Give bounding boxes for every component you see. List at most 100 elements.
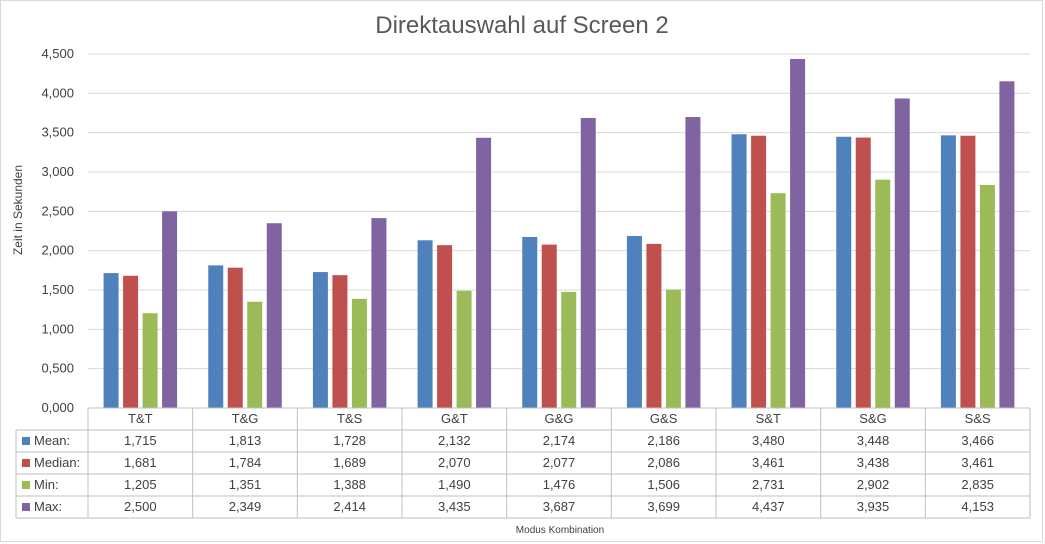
bar-mean	[731, 134, 747, 409]
bar-max	[371, 218, 387, 408]
y-tick-label: 4,500	[41, 46, 74, 61]
table-cell: 3,461	[752, 455, 785, 470]
table-cell: 3,466	[961, 433, 994, 448]
table-cell: 3,480	[752, 433, 785, 448]
table-cell: 4,153	[961, 499, 994, 514]
table-cell: 2,414	[333, 499, 366, 514]
bar-mean	[626, 236, 642, 408]
table-cell: 3,448	[857, 433, 890, 448]
table-cell: 1,715	[124, 433, 157, 448]
table-cell: 2,835	[961, 477, 994, 492]
x-tick-label: T&G	[232, 411, 259, 426]
bar-max	[266, 223, 282, 408]
bar-max	[476, 137, 492, 408]
axis-labels: 0,000 0,500 1,000 1,500 2,000 2,500 3,000 3,500…	[41, 46, 74, 415]
table-cell: 2,186	[647, 433, 680, 448]
table-cell: 1,681	[124, 455, 157, 470]
y-tick-label: 3,500	[41, 125, 74, 140]
bar-median	[541, 244, 557, 408]
bar-min	[875, 179, 891, 408]
bar-median	[123, 275, 139, 408]
bar-mean	[312, 272, 328, 408]
bar-mean	[417, 240, 433, 408]
bar-max	[894, 98, 910, 409]
x-tick-label: S&T	[756, 411, 781, 426]
x-tick-label: G&S	[650, 411, 678, 426]
bar-max	[790, 58, 806, 409]
table-cell: 3,935	[857, 499, 890, 514]
bar-max	[162, 211, 178, 408]
table-cell: 1,351	[229, 477, 262, 492]
y-tick-label: 2,000	[41, 243, 74, 258]
y-tick-label: 3,000	[41, 164, 74, 179]
chart-title: Direktauswahl auf Screen 2	[375, 12, 668, 39]
bar-min	[770, 193, 786, 408]
bar-mean	[522, 236, 538, 408]
bar-min	[665, 289, 681, 408]
x-tick-label: G&T	[441, 411, 468, 426]
y-axis-title: Zeit in Sekunden	[11, 165, 25, 255]
bar-median	[751, 135, 767, 408]
x-tick-label: T&T	[128, 411, 153, 426]
x-tick-label: T&S	[337, 411, 363, 426]
table-cell: 2,731	[752, 477, 785, 492]
table-cell: 2,349	[229, 499, 262, 514]
bar-min	[561, 291, 577, 408]
legend-label: Median:	[34, 455, 80, 470]
bar-max	[580, 117, 596, 409]
bar-median	[227, 267, 243, 408]
y-tick-label: 1,000	[41, 321, 74, 336]
table-cell: 1,784	[229, 455, 262, 470]
bar-min	[142, 313, 158, 408]
bar-median	[437, 245, 453, 408]
table-cell: 2,077	[543, 455, 576, 470]
bar-min	[247, 301, 263, 408]
bar-min	[979, 184, 995, 408]
bar-median	[646, 243, 662, 408]
bar-min	[351, 298, 367, 408]
table-cell: 2,174	[543, 433, 576, 448]
table-cell: 2,070	[438, 455, 471, 470]
legend-label: Max:	[34, 499, 62, 514]
legend-key	[22, 503, 30, 511]
legend-key	[22, 481, 30, 489]
bar-median	[960, 135, 976, 408]
table-cell: 3,438	[857, 455, 890, 470]
table-cell: 3,687	[543, 499, 576, 514]
table-cell: 2,132	[438, 433, 471, 448]
table-cell: 1,728	[333, 433, 366, 448]
x-tick-label: S&G	[859, 411, 886, 426]
table-cell: 2,500	[124, 499, 157, 514]
bar-max	[999, 81, 1015, 408]
bar-mean	[940, 135, 956, 408]
y-tick-label: 1,500	[41, 282, 74, 297]
table-cell: 1,476	[543, 477, 576, 492]
bar-mean	[836, 136, 852, 409]
x-tick-label: S&S	[965, 411, 991, 426]
table-cell: 2,086	[647, 455, 680, 470]
table-cell: 1,506	[647, 477, 680, 492]
table-cell: 1,205	[124, 477, 157, 492]
table-cell: 1,388	[333, 477, 366, 492]
y-tick-label: 0,000	[41, 400, 74, 415]
bar-max	[685, 117, 701, 409]
table-cell: 3,699	[647, 499, 680, 514]
table-cell: 1,813	[229, 433, 262, 448]
bar-median	[332, 275, 348, 408]
table-cell: 1,490	[438, 477, 471, 492]
bars	[103, 58, 1015, 409]
bar-mean	[103, 273, 119, 408]
legend-key	[22, 459, 30, 467]
table-cell: 3,435	[438, 499, 471, 514]
x-axis-title: Modus Kombination	[516, 525, 604, 536]
table-cell: 2,902	[857, 477, 890, 492]
legend-label: Mean:	[34, 433, 70, 448]
bar-median	[855, 137, 871, 408]
data-table: T&T T&G T&S G&T G&G G&S S&T S&G S&S Mean: 1,715 1,8…	[15, 407, 1031, 519]
bar-mean	[208, 265, 224, 408]
y-tick-label: 0,500	[41, 361, 74, 376]
table-cell: 3,461	[961, 455, 994, 470]
legend-key	[22, 437, 30, 445]
